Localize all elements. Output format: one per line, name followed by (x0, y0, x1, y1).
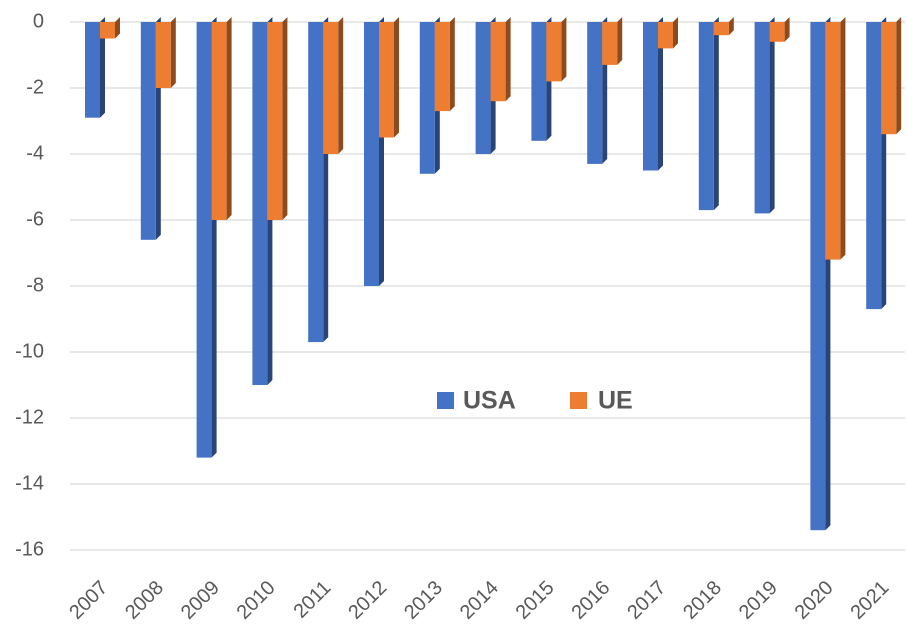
bar (531, 22, 547, 141)
legend-label: USA (463, 387, 516, 415)
bar (769, 22, 785, 42)
y-tick-label: -2 (26, 76, 44, 98)
bar-side (226, 17, 232, 220)
bar (140, 22, 156, 240)
y-tick-label: -14 (15, 472, 44, 494)
bar (825, 22, 841, 260)
x-tick-label: 2013 (400, 577, 447, 624)
y-tick-label: -10 (15, 340, 44, 362)
bar-side (338, 17, 344, 154)
legend-label: UE (598, 387, 633, 415)
y-tick-label: -16 (15, 538, 44, 560)
bar-side (561, 17, 567, 82)
bar-side (728, 17, 734, 36)
bar-side (617, 17, 623, 65)
bar-side (115, 17, 120, 39)
y-tick-label: -4 (26, 142, 44, 164)
x-tick-label: 2015 (512, 577, 559, 624)
bar (866, 22, 882, 310)
bar-side (170, 17, 176, 88)
bar (587, 22, 603, 164)
bar (713, 22, 729, 36)
bar (419, 22, 435, 174)
x-tick-label: 2010 (233, 577, 280, 624)
x-tick-label: 2019 (735, 577, 782, 624)
bar (323, 22, 339, 154)
bar (698, 22, 714, 211)
x-tick-label: 2020 (791, 577, 838, 624)
bar (658, 22, 673, 49)
x-tick-label: 2016 (567, 577, 614, 624)
bar (754, 22, 770, 214)
x-tick-label: 2009 (177, 577, 224, 624)
bar-side (784, 17, 790, 42)
bar (100, 22, 115, 39)
x-tick-label: 2021 (846, 577, 893, 624)
bar-side (713, 17, 719, 211)
bar-side (769, 17, 775, 214)
y-tick-label: -12 (15, 406, 44, 428)
bar (810, 22, 826, 531)
bar-side (840, 17, 846, 260)
bar (196, 22, 212, 458)
bar (475, 22, 491, 154)
bar (155, 22, 171, 88)
x-tick-label: 2018 (679, 577, 726, 624)
bar (364, 22, 379, 286)
x-tick-label: 2017 (623, 577, 670, 624)
x-tick-label: 2008 (121, 577, 168, 624)
bar (211, 22, 227, 220)
x-tick-label: 2012 (344, 577, 391, 624)
bar (881, 22, 897, 135)
bar (85, 22, 100, 118)
bar (490, 22, 506, 102)
bar-side (282, 17, 288, 220)
bar (379, 22, 394, 138)
bar (252, 22, 268, 385)
legend-swatch (570, 392, 587, 409)
legend-swatch (437, 392, 454, 409)
bar-side (896, 17, 902, 135)
x-tick-label: 2007 (65, 577, 112, 624)
bar-side (658, 17, 663, 171)
x-tick-label: 2011 (289, 577, 335, 623)
bar (308, 22, 324, 343)
bar-side (394, 17, 399, 138)
x-tick-label: 2014 (456, 577, 503, 624)
bar-side (673, 17, 678, 49)
bar (602, 22, 618, 65)
bar (434, 22, 450, 112)
bar-side (449, 17, 455, 112)
y-tick-label: -8 (26, 274, 44, 296)
bar (643, 22, 658, 171)
bar-side (505, 17, 511, 102)
y-tick-label: 0 (33, 10, 44, 32)
y-tick-label: -6 (26, 208, 44, 230)
bar (267, 22, 283, 220)
bar-side (100, 17, 105, 118)
bar (546, 22, 562, 82)
